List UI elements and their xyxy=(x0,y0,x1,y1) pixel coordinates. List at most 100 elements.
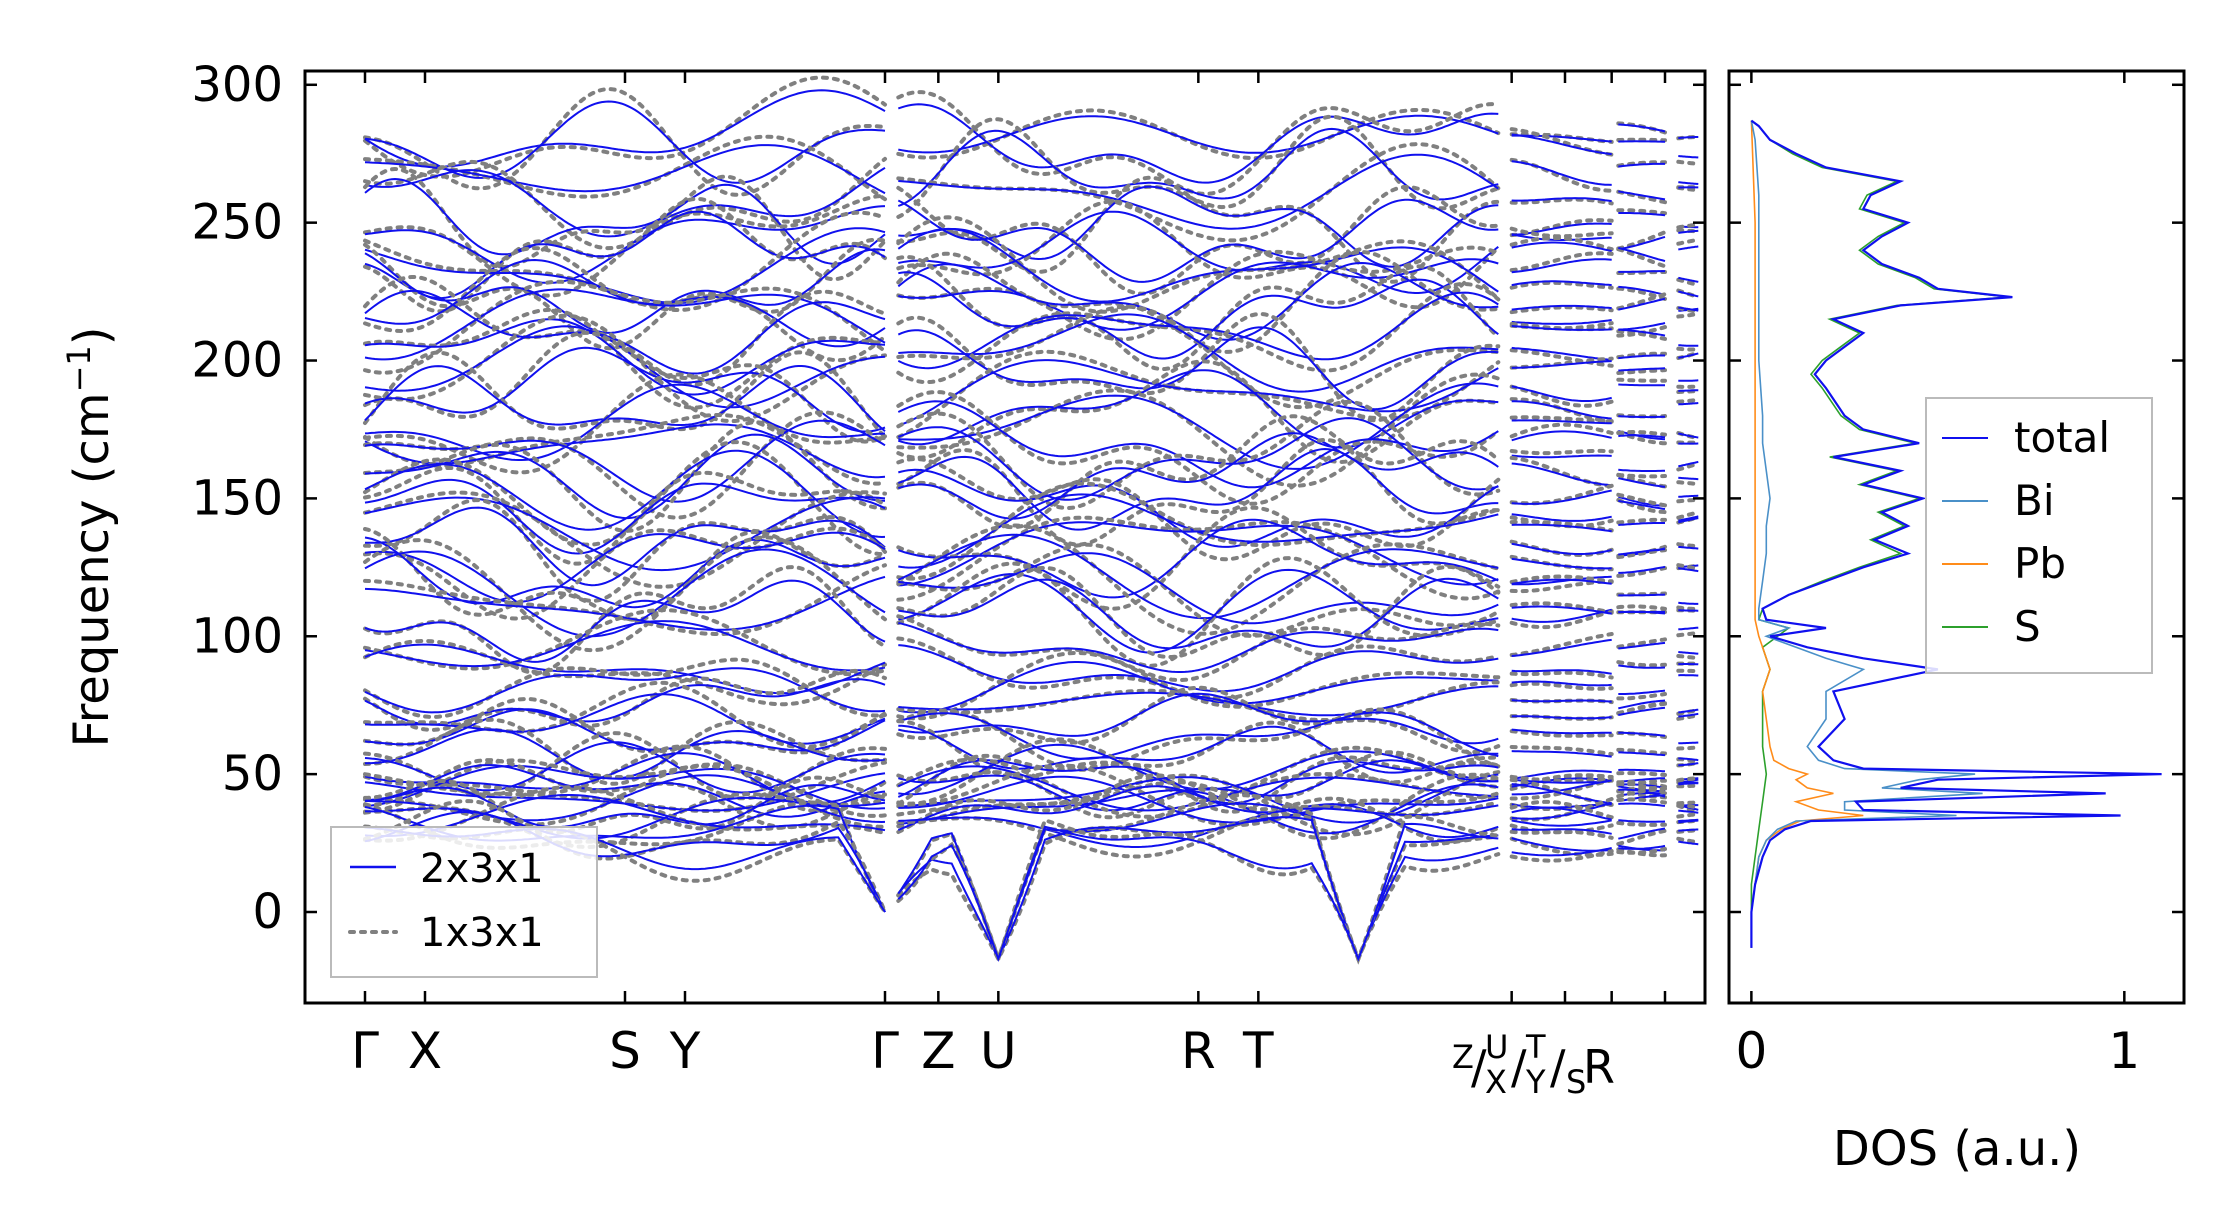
band-line-2x3x1 xyxy=(364,383,886,461)
band-line-2x3x1 xyxy=(898,552,1499,625)
band-line-2x3x1 xyxy=(1511,779,1612,796)
band-line-1x3x1 xyxy=(1676,237,1701,246)
band-line-1x3x1 xyxy=(363,465,887,566)
band-line-2x3x1 xyxy=(1511,233,1612,241)
band-line-1x3x1 xyxy=(363,87,887,197)
band-line-1x3x1 xyxy=(1616,747,1667,756)
band-line-1x3x1 xyxy=(1676,277,1701,288)
band-line-1x3x1 xyxy=(1676,461,1701,472)
band-line-1x3x1 xyxy=(1616,847,1667,855)
band-line-2x3x1 xyxy=(1511,750,1612,758)
band-line-1x3x1 xyxy=(363,758,887,830)
band-line-2x3x1 xyxy=(1618,328,1666,337)
band-line-1x3x1 xyxy=(363,744,887,814)
band-line-1x3x1 xyxy=(1509,554,1614,572)
band-line-2x3x1 xyxy=(1511,134,1612,143)
band-line-2x3x1 xyxy=(1618,844,1666,850)
band-line-2x3x1 xyxy=(1618,477,1666,488)
band-line-1x3x1 xyxy=(1676,836,1701,845)
band-line-1x3x1 xyxy=(363,668,887,732)
segment-sep-2: / xyxy=(1511,1040,1527,1094)
band-line-2x3x1 xyxy=(898,153,1499,230)
band-line-2x3x1 xyxy=(1618,699,1666,710)
band-line-1x3x1 xyxy=(1676,222,1701,230)
band-line-2x3x1 xyxy=(1511,462,1612,487)
band-line-1x3x1 xyxy=(363,330,887,444)
band-line-1x3x1 xyxy=(1509,348,1614,368)
band-line-2x3x1 xyxy=(1618,322,1666,331)
band-line-2x3x1 xyxy=(1618,641,1666,650)
band-line-2x3x1 xyxy=(1511,133,1612,156)
band-line-2x3x1 xyxy=(1678,828,1699,832)
band-line-1x3x1 xyxy=(1616,566,1667,578)
band-line-2x3x1 xyxy=(364,764,886,810)
band-line-2x3x1 xyxy=(1678,306,1699,312)
band-line-2x3x1 xyxy=(898,577,1499,650)
band-line-2x3x1 xyxy=(1618,383,1665,387)
band-line-2x3x1 xyxy=(1678,757,1699,762)
band-line-1x3x1 xyxy=(1509,397,1614,424)
segment-label-r: R xyxy=(1583,1040,1615,1094)
band-line-2x3x1 xyxy=(897,227,1499,303)
band-line-2x3x1 xyxy=(1511,542,1612,555)
band-line-1x3x1 xyxy=(896,763,1501,827)
band-line-2x3x1 xyxy=(898,622,1499,673)
band-line-2x3x1 xyxy=(1678,674,1699,677)
band-ytick-label: 200 xyxy=(191,333,283,389)
band-line-1x3x1 xyxy=(896,414,1501,530)
band-line-1x3x1 xyxy=(1676,542,1701,549)
band-line-1x3x1 xyxy=(1616,786,1667,799)
band-line-2x3x1 xyxy=(1511,638,1612,657)
band-line-2x3x1 xyxy=(1511,847,1612,857)
band-line-1x3x1 xyxy=(1676,497,1701,504)
band-line-1x3x1 xyxy=(896,614,1501,682)
band-line-2x3x1 xyxy=(364,620,886,672)
band-line-2x3x1 xyxy=(1511,222,1612,237)
band-line-2x3x1 xyxy=(898,644,1499,693)
band-line-1x3x1 xyxy=(1616,548,1667,560)
band-line-1x3x1 xyxy=(1509,197,1614,206)
band-line-2x3x1 xyxy=(898,724,1499,774)
band-line-2x3x1 xyxy=(364,784,886,829)
band-line-1x3x1 xyxy=(1509,829,1614,840)
band-line-1x3x1 xyxy=(896,750,1501,820)
band-ytick-label: 300 xyxy=(191,57,283,113)
band-line-2x3x1 xyxy=(1618,731,1666,737)
band-line-1x3x1 xyxy=(363,800,887,914)
band-y-axis-label: Frequency (cm−1) xyxy=(60,326,120,747)
band-line-2x3x1 xyxy=(1618,190,1666,201)
band-line-1x3x1 xyxy=(363,490,887,589)
band-line-1x3x1 xyxy=(1616,472,1667,479)
band-line-1x3x1 xyxy=(1509,455,1614,489)
band-line-2x3x1 xyxy=(1618,610,1666,615)
band-line-1x3x1 xyxy=(1616,660,1667,668)
band-line-2x3x1 xyxy=(898,114,1499,154)
band-line-1x3x1 xyxy=(1676,563,1701,571)
band-line-2x3x1 xyxy=(1511,728,1612,735)
band-line-2x3x1 xyxy=(1511,280,1612,287)
band-line-1x3x1 xyxy=(896,753,1501,814)
band-line-1x3x1 xyxy=(1616,498,1667,515)
band-line-1x3x1 xyxy=(363,275,887,387)
band-line-2x3x1 xyxy=(364,575,886,631)
band-line-2x3x1 xyxy=(1678,601,1699,605)
dos-line-pb xyxy=(1750,120,1864,948)
band-line-1x3x1 xyxy=(363,350,887,440)
band-line-1x3x1 xyxy=(1509,127,1614,157)
band-line-2x3x1 xyxy=(1618,593,1666,597)
band-line-1x3x1 xyxy=(896,651,1501,721)
band-line-2x3x1 xyxy=(1511,160,1612,186)
band-line-2x3x1 xyxy=(1618,565,1666,574)
band-line-1x3x1 xyxy=(896,399,1501,510)
band-line-1x3x1 xyxy=(1616,430,1667,437)
band-line-1x3x1 xyxy=(896,542,1501,638)
band-line-2x3x1 xyxy=(1511,454,1612,459)
band-line-1x3x1 xyxy=(1676,713,1701,721)
segment-label-t: T xyxy=(1525,1028,1546,1066)
band-line-2x3x1 xyxy=(1678,782,1699,786)
band-line-1x3x1 xyxy=(1616,637,1667,649)
band-line-2x3x1 xyxy=(1511,605,1612,615)
band-line-2x3x1 xyxy=(1511,241,1612,253)
